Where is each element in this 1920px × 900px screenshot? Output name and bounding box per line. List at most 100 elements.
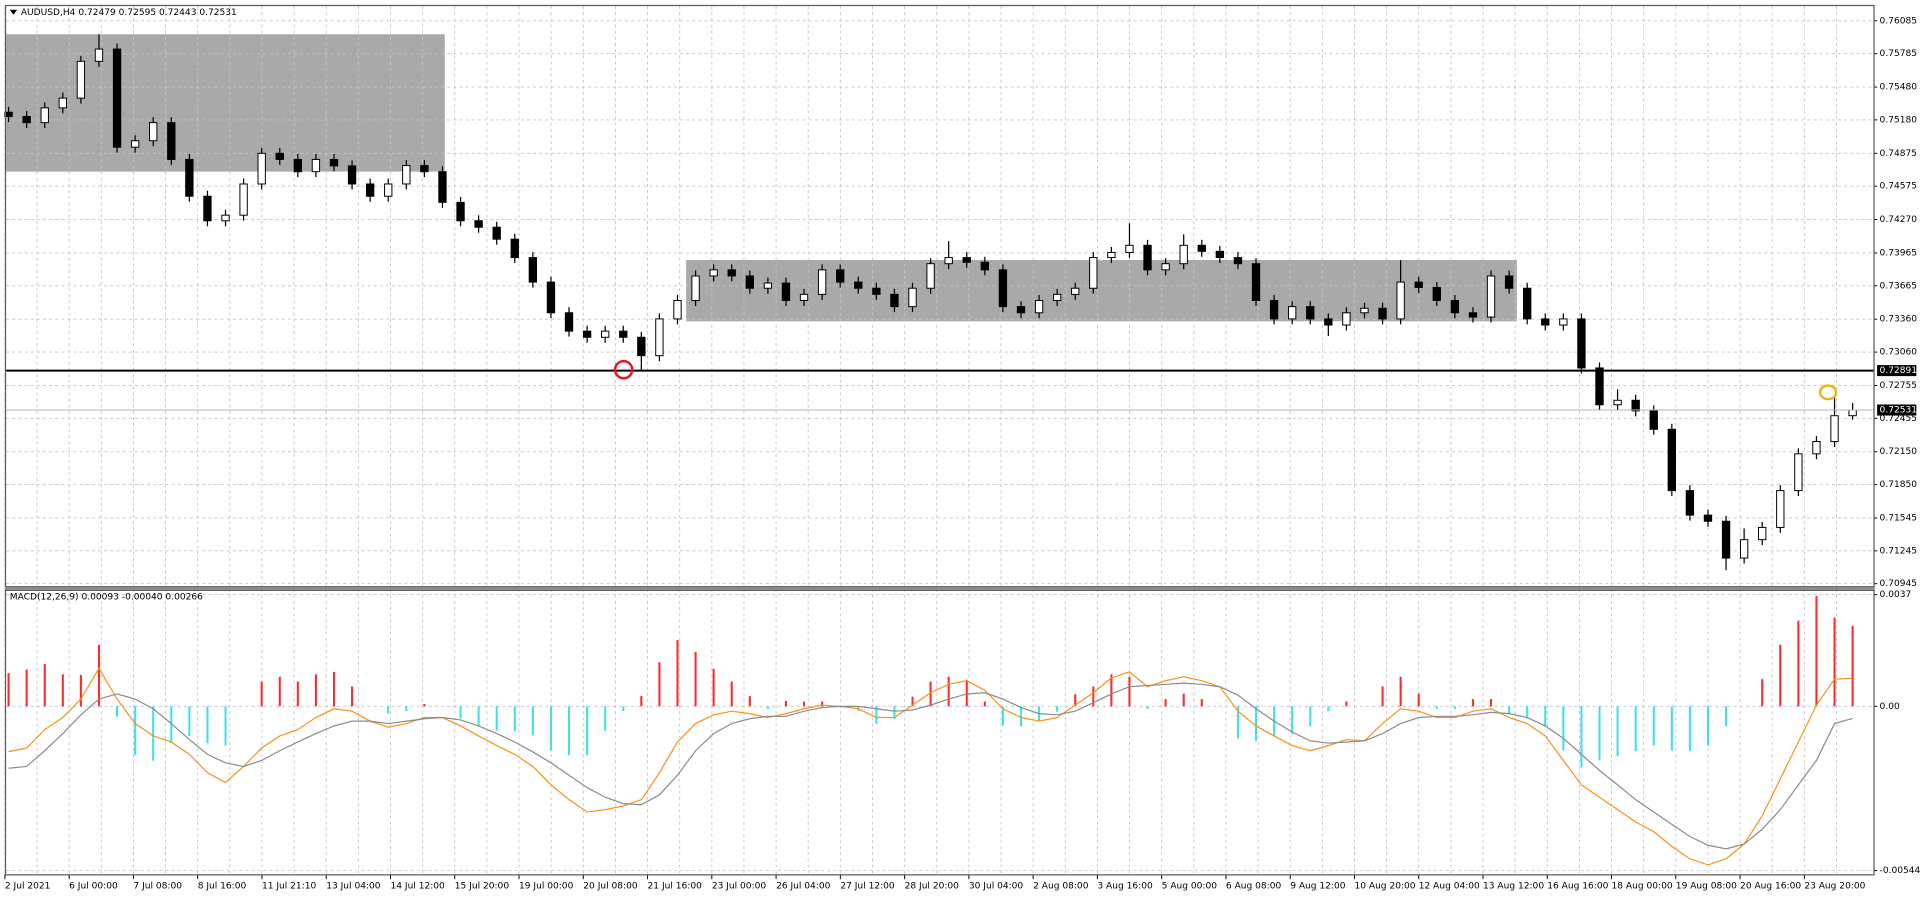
candle-body xyxy=(76,60,86,99)
candle-body xyxy=(1649,410,1658,430)
x-tick-label: 15 Jul 20:00 xyxy=(455,881,510,891)
x-tick-label: 23 Aug 20:00 xyxy=(1804,881,1865,891)
candle-body xyxy=(149,122,158,142)
zone xyxy=(6,34,445,172)
candle-body xyxy=(1016,306,1026,314)
bid-box xyxy=(1877,404,1917,416)
y-tick-label: 0.74875 xyxy=(1880,149,1917,159)
candle-body xyxy=(1758,526,1767,541)
x-tick-label: 11 Jul 21:10 xyxy=(262,881,317,891)
candle-body xyxy=(275,152,284,160)
y-tick-label: 0.72455 xyxy=(1880,414,1917,424)
candle-body xyxy=(221,214,230,222)
candle-body xyxy=(1378,307,1387,320)
candle-body xyxy=(1667,428,1676,492)
y-tick-label: 0.70945 xyxy=(1880,579,1917,589)
x-tick-label: 19 Aug 08:00 xyxy=(1676,881,1737,891)
candle-body xyxy=(1613,399,1622,406)
candle-body xyxy=(1342,312,1351,326)
x-tick-label: 13 Aug 12:00 xyxy=(1483,881,1544,891)
x-tick-label: 9 Aug 12:00 xyxy=(1290,881,1346,891)
candle-body xyxy=(402,165,411,185)
candle-body xyxy=(1595,367,1604,406)
candle-body xyxy=(456,201,465,222)
candle-body xyxy=(1776,490,1785,528)
x-tick-label: 5 Aug 00:00 xyxy=(1162,881,1218,891)
level-box xyxy=(1877,365,1917,377)
candle-body xyxy=(1631,399,1640,412)
candle-body xyxy=(890,293,899,308)
indicator-line xyxy=(8,667,1853,866)
x-tick-label: 6 Aug 08:00 xyxy=(1226,881,1282,891)
candle-body xyxy=(1197,244,1206,252)
candle-body xyxy=(1721,520,1731,559)
x-tick-label: 26 Jul 04:00 xyxy=(776,881,831,891)
y-tick-label: 0.73360 xyxy=(1880,315,1918,325)
candle-body xyxy=(637,336,646,357)
candle-body xyxy=(365,183,375,197)
x-tick-label: 8 Jul 16:00 xyxy=(198,881,247,891)
x-tick-label: 16 Aug 16:00 xyxy=(1547,881,1608,891)
low-marker xyxy=(613,359,634,380)
y-tick-label: 0.00 xyxy=(1880,702,1900,712)
candle-body xyxy=(709,269,718,277)
y-tick-label: 0.73060 xyxy=(1880,348,1918,358)
candle-body xyxy=(1486,275,1496,318)
candle-body xyxy=(745,275,754,289)
y-tick-label: 0.74270 xyxy=(1880,215,1918,225)
candle-body xyxy=(1450,300,1460,314)
y-tick-label: 0.75785 xyxy=(1880,49,1917,59)
candle-body xyxy=(1143,244,1152,271)
y-tick-label: 0.75480 xyxy=(1880,83,1918,93)
candle-body xyxy=(510,238,519,259)
x-tick-label: 20 Aug 16:00 xyxy=(1740,881,1801,891)
candle-body xyxy=(564,312,574,332)
candle-body xyxy=(781,282,791,301)
candle-body xyxy=(799,293,809,301)
candle-body xyxy=(1468,312,1478,318)
x-tick-label: 2 Jul 2021 xyxy=(5,881,51,891)
candle-body xyxy=(1523,287,1532,320)
high-marker xyxy=(1818,384,1838,401)
x-tick-label: 3 Aug 16:00 xyxy=(1097,881,1153,891)
candle-body xyxy=(1034,300,1044,314)
candle-body xyxy=(872,287,881,295)
y-tick-label: 0.76085 xyxy=(1880,16,1917,26)
candle-body xyxy=(384,183,393,197)
y-tick-label: 0.74575 xyxy=(1880,182,1917,192)
y-tick-label: 0.73665 xyxy=(1880,281,1917,291)
x-tick-label: 6 Jul 00:00 xyxy=(69,881,118,891)
y-tick-label: 0.72150 xyxy=(1880,447,1918,457)
x-tick-label: 13 Jul 04:00 xyxy=(326,881,381,891)
x-tick-label: 21 Jul 16:00 xyxy=(648,881,703,891)
candle-body xyxy=(311,158,321,173)
y-tick-label: 0.0037 xyxy=(1880,590,1912,600)
x-tick-label: 23 Jul 00:00 xyxy=(712,881,767,891)
candle-body xyxy=(1125,244,1134,253)
x-tick-label: 18 Aug 00:00 xyxy=(1612,881,1673,891)
y-tick-label: 0.71245 xyxy=(1880,546,1917,556)
marks xyxy=(4,34,1874,866)
candle-body xyxy=(582,330,592,338)
x-tick-label: 2 Aug 08:00 xyxy=(1033,881,1089,891)
y-tick-label: 0.71545 xyxy=(1880,513,1917,523)
candle-body xyxy=(528,257,538,283)
candle-body xyxy=(1089,257,1098,289)
candle-body xyxy=(854,281,863,289)
candle-body xyxy=(546,281,556,314)
menu-icon[interactable] xyxy=(9,9,18,15)
candle-body xyxy=(1794,453,1803,492)
candle-body xyxy=(1215,250,1225,259)
y-tick-label: 0.71850 xyxy=(1880,480,1918,490)
candle-body xyxy=(94,48,104,62)
candle-body xyxy=(1812,441,1821,455)
candle-body xyxy=(1432,286,1441,301)
candle-body xyxy=(962,257,971,263)
candle-body xyxy=(1703,514,1713,522)
candle-body xyxy=(1161,263,1170,271)
candle-body xyxy=(22,116,31,124)
candle-body xyxy=(926,263,935,289)
candle-body xyxy=(1559,318,1568,326)
x-tick-label: 30 Jul 04:00 xyxy=(969,881,1024,891)
